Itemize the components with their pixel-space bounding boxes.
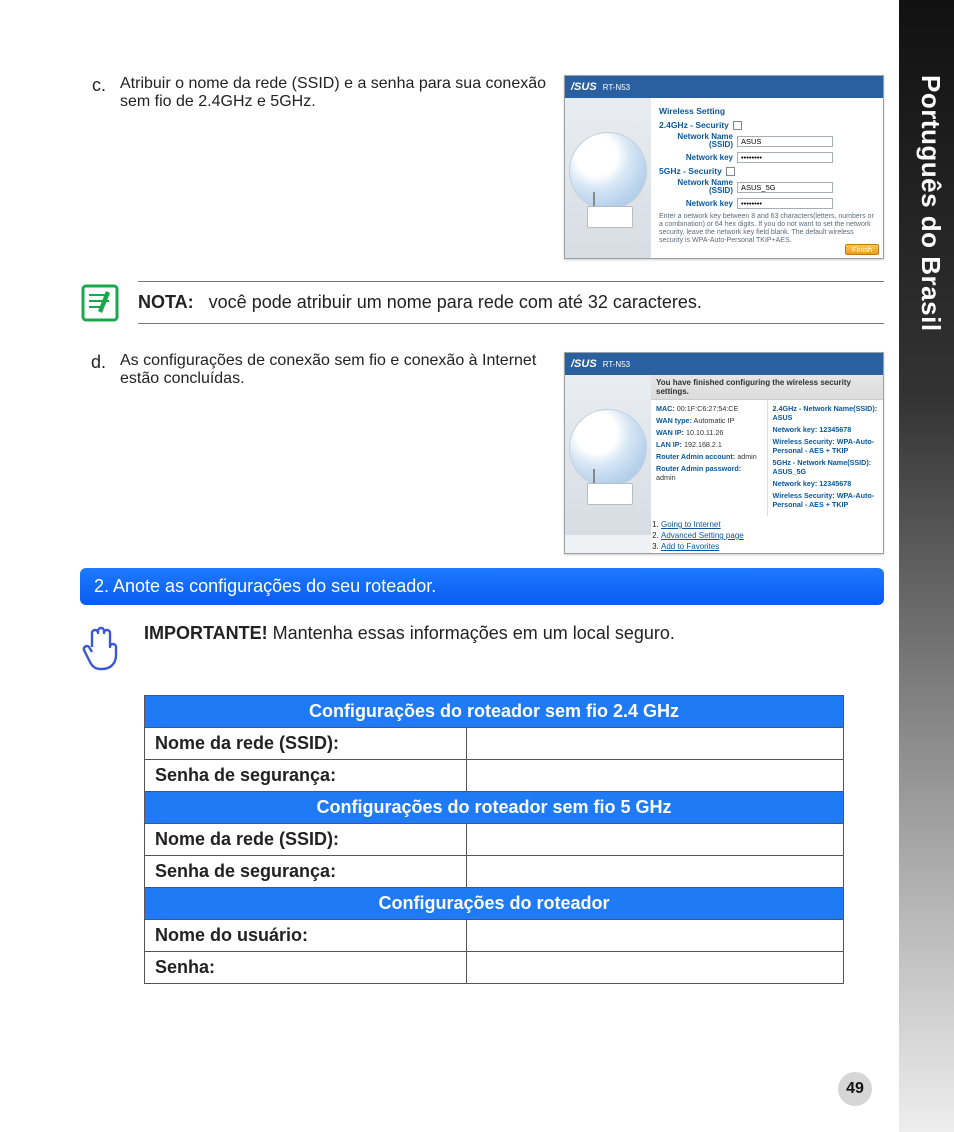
wanip-k: WAN IP: (656, 428, 684, 437)
checkbox-24[interactable] (733, 121, 742, 130)
sum-key5: Network key: 12345678 (773, 479, 879, 488)
cell-ssid24-label: Nome da rede (SSID): (145, 728, 467, 760)
hand-stop-icon (80, 623, 122, 671)
finish-button[interactable]: Finish (845, 244, 879, 255)
router-illustration-2 (587, 483, 633, 505)
sec-5-label: 5GHz - Security (659, 166, 722, 176)
network-key-hint: Enter a network key between 8 and 63 cha… (659, 213, 875, 245)
cell-user-label: Nome do usuário: (145, 920, 467, 952)
step-c: c. Atribuir o nome da rede (SSID) e a se… (80, 75, 884, 259)
step-d-text: As configurações de conexão sem fio e co… (120, 352, 552, 554)
router-model-2: RT-N53 (603, 360, 630, 369)
step-c-text: Atribuir o nome da rede (SSID) e a senha… (120, 75, 552, 259)
cell-ssid5-value[interactable] (466, 824, 843, 856)
step-d-letter: d. (80, 352, 106, 373)
wanip-v: 10.10.11.26 (686, 428, 723, 437)
router-model: RT-N53 (603, 83, 630, 92)
ssid-24-input[interactable] (737, 136, 833, 147)
key-5-input[interactable] (737, 198, 833, 209)
step-2-banner: 2. Anote as configurações do seu roteado… (80, 568, 884, 605)
router-illustration (587, 206, 633, 228)
link-advanced-setting[interactable]: Advanced Setting page (661, 531, 744, 540)
acct-v: admin (737, 452, 757, 461)
sum-ssid24: 2.4GHz - Network Name(SSID): ASUS (773, 404, 879, 422)
acct-k: Router Admin account: (656, 452, 735, 461)
importante-label: IMPORTANTE! (144, 623, 268, 643)
key-24-input[interactable] (737, 152, 833, 163)
ssid-24-label: Network Name (SSID) (659, 133, 733, 149)
note-icon (80, 283, 120, 323)
cell-sec5-value[interactable] (466, 856, 843, 888)
wan-k: WAN type: (656, 416, 692, 425)
link-add-favorites[interactable]: Add to Favorites (661, 542, 719, 551)
asus-logo-2: /SUS (571, 358, 597, 370)
link-going-to-internet[interactable]: Going to Internet (661, 520, 721, 529)
cell-sec24-label: Senha de segurança: (145, 760, 467, 792)
step-d: d. As configurações de conexão sem fio e… (80, 352, 884, 554)
sum-ssid5: 5GHz - Network Name(SSID): ASUS_5G (773, 458, 879, 476)
cell-sec5-label: Senha de segurança: (145, 856, 467, 888)
mac-k: MAC: (656, 404, 675, 413)
pwd-k: Router Admin password: (656, 464, 741, 473)
sum-sec5: Wireless Security: WPA-Auto-Personal - A… (773, 491, 879, 509)
nota-text: você pode atribuir um nome para rede com… (209, 292, 702, 312)
cell-pass-value[interactable] (466, 952, 843, 984)
checkbox-5[interactable] (726, 167, 735, 176)
sum-key24: Network key: 12345678 (773, 425, 879, 434)
nota-callout: NOTA: você pode atribuir um nome para re… (80, 281, 884, 324)
step-c-letter: c. (80, 75, 106, 96)
summary-title: You have finished configuring the wirele… (651, 375, 883, 400)
globe-illustration (569, 132, 647, 210)
page-number: 49 (838, 1072, 872, 1106)
router-ui-wireless-setting: /SUS RT-N53 Wireless Setting 2.4GHz - Se… (564, 75, 884, 259)
pwd-v: admin (656, 473, 676, 482)
th-5ghz: Configurações do roteador sem fio 5 GHz (145, 792, 844, 824)
wan-v: Automatic IP (694, 416, 735, 425)
ssid-5-label: Network Name (SSID) (659, 179, 733, 195)
router-settings-table: Configurações do roteador sem fio 2.4 GH… (144, 695, 844, 984)
th-24ghz: Configurações do roteador sem fio 2.4 GH… (145, 696, 844, 728)
wireless-setting-title: Wireless Setting (659, 106, 875, 116)
mac-v: 00:1F:C6:27:54:CE (677, 404, 739, 413)
lanip-v: 192.168.2.1 (684, 440, 722, 449)
nota-label: NOTA: (138, 292, 194, 312)
key-5-label: Network key (659, 200, 733, 208)
importante-callout: IMPORTANTE! Mantenha essas informações e… (80, 623, 884, 671)
globe-illustration-2 (569, 409, 647, 487)
sum-sec24: Wireless Security: WPA-Auto-Personal - A… (773, 437, 879, 455)
manual-page: c. Atribuir o nome da rede (SSID) e a se… (0, 0, 954, 1132)
th-router: Configurações do roteador (145, 888, 844, 920)
asus-logo: /SUS (571, 81, 597, 93)
cell-sec24-value[interactable] (466, 760, 843, 792)
cell-ssid24-value[interactable] (466, 728, 843, 760)
cell-ssid5-label: Nome da rede (SSID): (145, 824, 467, 856)
ssid-5-input[interactable] (737, 182, 833, 193)
key-24-label: Network key (659, 154, 733, 162)
cell-pass-label: Senha: (145, 952, 467, 984)
lanip-k: LAN IP: (656, 440, 682, 449)
cell-user-value[interactable] (466, 920, 843, 952)
sec-24-label: 2.4GHz - Security (659, 120, 729, 130)
importante-text: Mantenha essas informações em um local s… (268, 623, 675, 643)
router-ui-summary: /SUS RT-N53 You have finished configurin… (564, 352, 884, 554)
